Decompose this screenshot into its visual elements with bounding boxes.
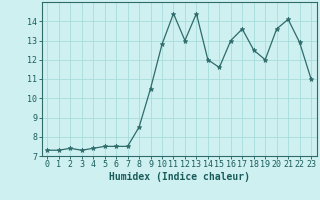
X-axis label: Humidex (Indice chaleur): Humidex (Indice chaleur)	[109, 172, 250, 182]
